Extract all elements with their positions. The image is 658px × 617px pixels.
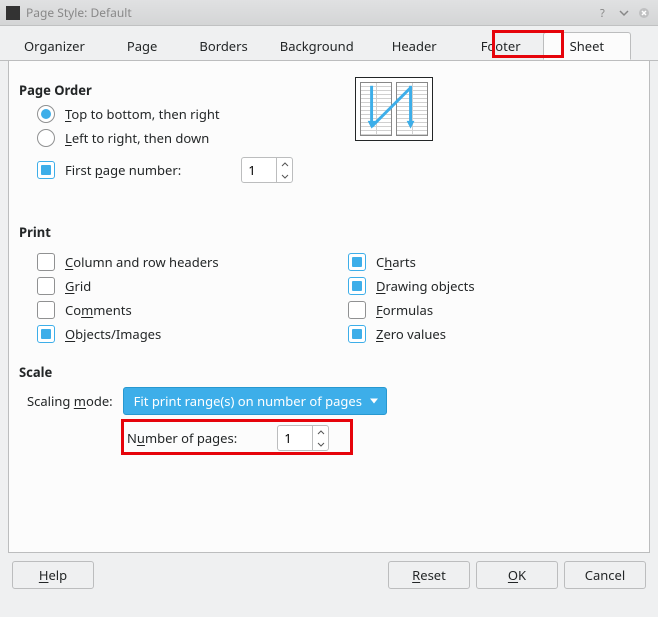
- page-order-preview: [355, 77, 433, 141]
- dialog-footer: Help Reset OK Cancel: [0, 561, 658, 601]
- content-panel: Page Order Top to bottom, then right Lef…: [8, 61, 650, 553]
- titlebar: Page Style: Default ?: [0, 0, 658, 26]
- cancel-button[interactable]: Cancel: [564, 561, 646, 589]
- label-top-to-bottom[interactable]: Top to bottom, then right: [65, 105, 220, 123]
- spin-number-of-pages[interactable]: [277, 425, 329, 451]
- label-first-page-number[interactable]: First page number:: [65, 161, 181, 179]
- window-title: Page Style: Default: [26, 4, 592, 21]
- minimize-button[interactable]: [616, 5, 632, 21]
- section-scale: Scale: [19, 363, 635, 381]
- tab-background[interactable]: Background: [264, 32, 370, 60]
- spin-up-icon[interactable]: [277, 158, 292, 170]
- check-comments[interactable]: [37, 301, 55, 319]
- label-drawing-objects[interactable]: Drawing objects: [376, 277, 475, 295]
- label-number-of-pages: Number of pages:: [127, 429, 237, 447]
- section-page-order: Page Order: [19, 81, 635, 99]
- label-grid[interactable]: Grid: [65, 277, 91, 295]
- tab-organizer[interactable]: Organizer: [8, 32, 101, 60]
- label-columns-headers[interactable]: Column and row headers: [65, 253, 219, 271]
- tab-bar: Organizer Page Borders Background Header…: [0, 26, 658, 61]
- spin-down-icon[interactable]: [313, 438, 328, 450]
- svg-text:?: ?: [600, 7, 605, 19]
- check-objects-images[interactable]: [37, 325, 55, 343]
- section-print: Print: [19, 223, 635, 241]
- tab-borders[interactable]: Borders: [183, 32, 263, 60]
- radio-left-to-right[interactable]: [37, 129, 55, 147]
- label-left-to-right[interactable]: Left to right, then down: [65, 129, 209, 147]
- select-scaling-mode[interactable]: Fit print range(s) on number of pages: [123, 387, 387, 415]
- label-charts[interactable]: Charts: [376, 253, 416, 271]
- app-icon: [6, 6, 20, 20]
- tab-footer[interactable]: Footer: [459, 32, 543, 60]
- spin-up-icon[interactable]: [313, 426, 328, 438]
- label-zero-values[interactable]: Zero values: [376, 325, 446, 343]
- check-grid[interactable]: [37, 277, 55, 295]
- label-scaling-mode: Scaling mode:: [27, 392, 113, 410]
- help-button[interactable]: Help: [12, 561, 94, 589]
- check-columns-headers[interactable]: [37, 253, 55, 271]
- input-number-of-pages[interactable]: [278, 428, 312, 448]
- tab-page[interactable]: Page: [101, 32, 184, 60]
- check-first-page-number[interactable]: [37, 161, 55, 179]
- ok-button[interactable]: OK: [476, 561, 558, 589]
- tab-header[interactable]: Header: [370, 32, 459, 60]
- reset-button[interactable]: Reset: [388, 561, 470, 589]
- help-window-button[interactable]: ?: [596, 5, 612, 21]
- check-drawing-objects[interactable]: [348, 277, 366, 295]
- input-first-page-number[interactable]: [242, 160, 276, 180]
- tab-sheet[interactable]: Sheet: [543, 32, 632, 60]
- spin-down-icon[interactable]: [277, 170, 292, 182]
- spin-first-page-number[interactable]: [241, 157, 293, 183]
- check-formulas[interactable]: [348, 301, 366, 319]
- close-button[interactable]: [636, 5, 652, 21]
- label-comments[interactable]: Comments: [65, 301, 132, 319]
- check-charts[interactable]: [348, 253, 366, 271]
- check-zero-values[interactable]: [348, 325, 366, 343]
- radio-top-to-bottom[interactable]: [37, 105, 55, 123]
- label-formulas[interactable]: Formulas: [376, 301, 433, 319]
- label-objects-images[interactable]: Objects/Images: [65, 325, 161, 343]
